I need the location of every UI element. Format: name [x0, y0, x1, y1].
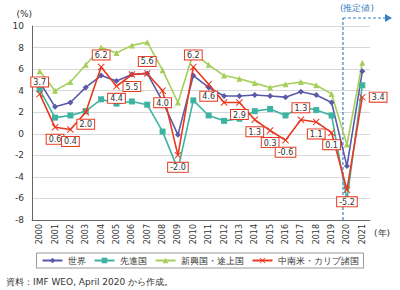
- svg-text:6: 6: [18, 64, 24, 74]
- svg-text:-8: -8: [15, 215, 24, 225]
- svg-text:1.1: 1.1: [310, 130, 323, 139]
- svg-text:5.6: 5.6: [141, 57, 154, 66]
- svg-text:2015: 2015: [266, 224, 275, 244]
- svg-text:2006: 2006: [127, 224, 136, 244]
- svg-text:-4: -4: [15, 172, 24, 182]
- svg-text:4: 4: [18, 86, 24, 96]
- svg-text:4.0: 4.0: [156, 99, 169, 108]
- svg-text:2019: 2019: [327, 224, 336, 244]
- svg-text:0.3: 0.3: [264, 139, 277, 148]
- svg-text:-5.2: -5.2: [339, 198, 355, 207]
- svg-text:-2: -2: [15, 150, 24, 160]
- svg-text:6.2: 6.2: [95, 51, 108, 60]
- svg-text:2012: 2012: [220, 224, 229, 244]
- svg-text:0.1: 0.1: [325, 141, 338, 150]
- svg-text:-6: -6: [15, 193, 24, 203]
- svg-text:2009: 2009: [173, 224, 182, 244]
- svg-text:2003: 2003: [81, 224, 90, 244]
- svg-text:5.5: 5.5: [125, 83, 138, 92]
- svg-text:1.3: 1.3: [294, 104, 307, 113]
- svg-text:2.9: 2.9: [233, 111, 246, 120]
- svg-text:中南米・カリブ諸国: 中南米・カリブ諸国: [278, 256, 359, 266]
- svg-text:2007: 2007: [143, 224, 152, 244]
- svg-text:資料：IMF WEO, April 2020 から作成。: 資料：IMF WEO, April 2020 から作成。: [6, 277, 173, 287]
- svg-text:0.4: 0.4: [64, 137, 77, 146]
- svg-text:(推定値): (推定値): [340, 3, 374, 13]
- svg-text:(%): (%): [16, 9, 32, 19]
- svg-text:2000: 2000: [35, 224, 44, 244]
- svg-text:3.7: 3.7: [33, 78, 46, 87]
- svg-text:-2.0: -2.0: [170, 163, 186, 172]
- svg-text:2016: 2016: [281, 224, 290, 244]
- svg-text:0.6: 0.6: [49, 135, 62, 144]
- svg-text:2008: 2008: [158, 224, 167, 244]
- svg-text:2005: 2005: [112, 224, 121, 244]
- svg-text:1.3: 1.3: [248, 128, 261, 137]
- svg-text:2001: 2001: [51, 224, 60, 244]
- svg-text:2: 2: [18, 107, 24, 117]
- svg-text:2021: 2021: [358, 224, 367, 244]
- svg-text:8: 8: [18, 43, 24, 53]
- svg-text:世界: 世界: [68, 256, 86, 266]
- svg-text:-0.6: -0.6: [278, 148, 294, 157]
- svg-text:2020: 2020: [342, 224, 351, 244]
- svg-text:2017: 2017: [296, 224, 305, 244]
- svg-text:4.4: 4.4: [110, 94, 123, 103]
- svg-text:2.0: 2.0: [79, 120, 92, 129]
- svg-text:2004: 2004: [97, 224, 106, 244]
- svg-text:2013: 2013: [235, 224, 244, 244]
- svg-text:0: 0: [18, 129, 24, 139]
- svg-text:3.4: 3.4: [372, 93, 385, 102]
- svg-text:2018: 2018: [312, 224, 321, 244]
- svg-text:(年): (年): [374, 228, 390, 238]
- svg-text:2011: 2011: [204, 224, 213, 244]
- svg-text:4.6: 4.6: [202, 92, 215, 101]
- svg-text:10: 10: [13, 21, 25, 31]
- svg-text:2002: 2002: [66, 224, 75, 244]
- svg-text:6.2: 6.2: [187, 51, 200, 60]
- svg-text:新興国・途上国: 新興国・途上国: [181, 256, 244, 266]
- svg-text:2014: 2014: [250, 224, 259, 244]
- svg-text:2010: 2010: [189, 224, 198, 244]
- svg-text:先進国: 先進国: [120, 256, 147, 266]
